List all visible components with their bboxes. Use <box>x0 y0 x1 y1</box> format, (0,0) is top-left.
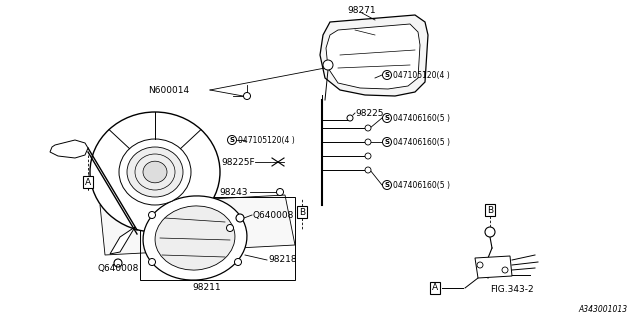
Ellipse shape <box>90 112 220 232</box>
Ellipse shape <box>143 196 247 280</box>
Circle shape <box>347 115 353 121</box>
Polygon shape <box>110 227 135 254</box>
Text: 047105120(4 ): 047105120(4 ) <box>393 70 450 79</box>
Circle shape <box>365 167 371 173</box>
Circle shape <box>365 153 371 159</box>
Circle shape <box>234 259 241 266</box>
Polygon shape <box>320 15 428 96</box>
Text: N600014: N600014 <box>148 85 189 94</box>
Circle shape <box>227 135 237 145</box>
Circle shape <box>148 259 156 266</box>
Circle shape <box>148 212 156 219</box>
Text: 047406160(5 ): 047406160(5 ) <box>393 180 450 189</box>
Circle shape <box>227 225 234 231</box>
Circle shape <box>383 138 392 147</box>
Circle shape <box>236 214 244 222</box>
Text: 047406160(5 ): 047406160(5 ) <box>393 138 450 147</box>
Text: 047105120(4 ): 047105120(4 ) <box>238 135 295 145</box>
Text: 98211: 98211 <box>193 283 221 292</box>
Text: S: S <box>385 115 390 121</box>
Circle shape <box>243 92 250 100</box>
Text: FIG.343-2: FIG.343-2 <box>490 285 534 294</box>
Text: S: S <box>385 182 390 188</box>
Polygon shape <box>326 24 420 89</box>
Circle shape <box>477 262 483 268</box>
Text: A343001013: A343001013 <box>579 305 628 314</box>
Ellipse shape <box>143 161 167 183</box>
Circle shape <box>114 259 122 267</box>
Text: B: B <box>487 205 493 214</box>
Circle shape <box>383 180 392 189</box>
Circle shape <box>276 188 284 196</box>
Circle shape <box>365 125 371 131</box>
Text: B: B <box>299 207 305 217</box>
Polygon shape <box>475 256 512 278</box>
Text: A: A <box>85 178 91 187</box>
Text: S: S <box>385 139 390 145</box>
Circle shape <box>383 70 392 79</box>
Polygon shape <box>50 140 88 158</box>
Circle shape <box>485 227 495 237</box>
Text: Q640008: Q640008 <box>252 211 293 220</box>
Text: S: S <box>230 137 234 143</box>
Ellipse shape <box>155 206 235 270</box>
Polygon shape <box>100 195 295 255</box>
Ellipse shape <box>119 139 191 205</box>
Text: 98243: 98243 <box>220 188 248 196</box>
Text: S: S <box>385 72 390 78</box>
Text: 98225: 98225 <box>355 108 383 117</box>
Text: 98271: 98271 <box>348 5 376 14</box>
Circle shape <box>365 139 371 145</box>
Circle shape <box>323 60 333 70</box>
Text: 98225F: 98225F <box>221 157 255 166</box>
Text: Q640008: Q640008 <box>97 263 138 273</box>
Text: 047406160(5 ): 047406160(5 ) <box>393 114 450 123</box>
Ellipse shape <box>127 147 183 197</box>
Circle shape <box>502 267 508 273</box>
Text: A: A <box>432 284 438 292</box>
Text: 98218: 98218 <box>268 255 296 265</box>
Circle shape <box>383 114 392 123</box>
